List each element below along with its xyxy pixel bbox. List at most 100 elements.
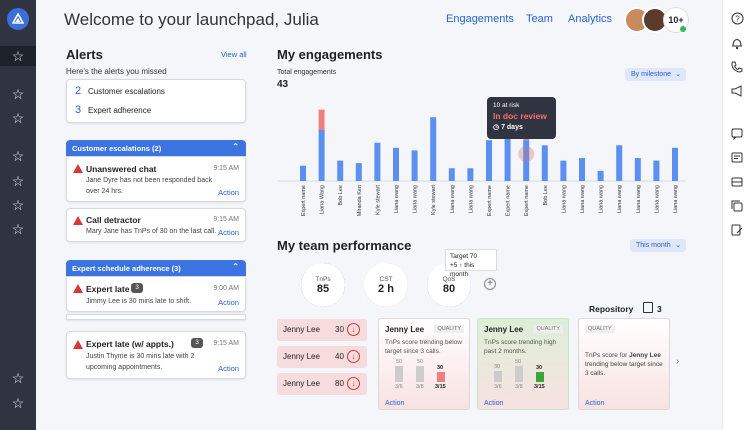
chevron-right-icon[interactable]: › bbox=[676, 356, 680, 367]
bar[interactable] bbox=[504, 130, 511, 181]
add-metric-button[interactable]: + bbox=[484, 278, 496, 290]
bar[interactable] bbox=[634, 158, 641, 181]
bar[interactable] bbox=[616, 145, 623, 181]
view-all-link[interactable]: View all bbox=[221, 50, 247, 59]
bar[interactable] bbox=[653, 160, 660, 181]
bar[interactable] bbox=[672, 147, 678, 181]
star-icon[interactable]: ☆ bbox=[11, 85, 25, 102]
quality-card-name: Jenny Lee bbox=[385, 325, 425, 334]
quality-card-desc: TnPs score trending high past 2 months. bbox=[484, 339, 557, 355]
bar[interactable] bbox=[579, 158, 585, 181]
dropdown-label: This month bbox=[636, 242, 671, 249]
x-tick-label: Kyle stewart bbox=[375, 185, 381, 215]
bell-icon[interactable] bbox=[728, 34, 746, 52]
trend-bar bbox=[494, 371, 502, 382]
alert-card[interactable]: Unanswered chat 9:15 AM Jane Dyre has no… bbox=[66, 156, 246, 202]
summary-count: 3 bbox=[75, 104, 82, 116]
inbox-icon[interactable] bbox=[728, 173, 746, 191]
star-icon[interactable]: ☆ bbox=[11, 196, 25, 213]
x-tick-label: Bob Lee bbox=[338, 185, 344, 206]
edit-note-icon[interactable] bbox=[728, 221, 746, 239]
bar[interactable] bbox=[411, 150, 418, 181]
bar[interactable] bbox=[430, 117, 437, 181]
app-logo-icon[interactable] bbox=[7, 8, 29, 30]
nav-team-link[interactable]: Team bbox=[526, 13, 553, 25]
summary-label[interactable]: Customer escalations bbox=[88, 87, 165, 96]
star-icon[interactable]: ☆ bbox=[11, 394, 25, 411]
tooltip-line1: 10 at risk bbox=[493, 102, 520, 109]
bar[interactable] bbox=[597, 170, 604, 181]
period-dropdown[interactable]: This month ⌄ bbox=[630, 239, 686, 252]
nav-engagements-link[interactable]: Engagements bbox=[446, 13, 514, 25]
metric-cst[interactable]: CST 2 h bbox=[364, 263, 408, 307]
star-icon[interactable]: ☆ bbox=[11, 369, 25, 386]
chat-icon[interactable] bbox=[728, 125, 746, 143]
star-icon[interactable]: ☆ bbox=[11, 147, 25, 164]
trend-bar bbox=[536, 372, 544, 382]
chevron-up-icon[interactable]: ⌃ bbox=[232, 262, 239, 271]
milestone-dropdown[interactable]: By milestone ⌄ bbox=[625, 68, 686, 81]
bar[interactable] bbox=[486, 140, 492, 181]
metric-tnps[interactable]: TnPs 85 bbox=[301, 263, 345, 307]
calendar-icon[interactable] bbox=[643, 302, 653, 313]
team-member-row[interactable]: Jenny Lee 80 ↓ bbox=[277, 373, 367, 395]
bar[interactable] bbox=[374, 142, 381, 181]
phone-icon[interactable] bbox=[728, 58, 746, 76]
alert-card[interactable]: Expert late (w/ appts.) 3 9:15 AM Justin… bbox=[66, 331, 246, 379]
bar-value: 50 bbox=[396, 359, 403, 365]
alert-desc: Jimmy Lee is 30 mins late to shift. bbox=[86, 298, 192, 305]
member-score: 40 bbox=[335, 352, 344, 361]
team-member-row[interactable]: Jenny Lee 40 ↓ bbox=[277, 346, 367, 368]
star-icon[interactable]: ☆ bbox=[11, 220, 25, 237]
star-icon[interactable]: ☆ bbox=[11, 109, 25, 126]
bar[interactable] bbox=[393, 147, 399, 181]
summary-label[interactable]: Expert adherence bbox=[88, 106, 152, 115]
page-title: Welcome to your launchpad, Julia bbox=[64, 10, 319, 29]
bar[interactable] bbox=[300, 165, 306, 181]
target-line2: +5 ↑ this month bbox=[450, 262, 475, 278]
team-member-row[interactable]: Jenny Lee 30 ↓ bbox=[277, 319, 367, 341]
star-icon[interactable]: ☆ bbox=[0, 46, 36, 66]
chevron-up-icon[interactable]: ⌃ bbox=[232, 142, 239, 151]
bar[interactable] bbox=[448, 168, 455, 181]
bar[interactable] bbox=[560, 160, 567, 181]
quality-action-link[interactable]: Action bbox=[385, 400, 405, 407]
expert-adherence-header[interactable]: Expert schedule adherence (3) ⌃ bbox=[66, 260, 246, 276]
group-header-label: Customer escalations (2) bbox=[72, 144, 162, 153]
alert-action-link[interactable]: Action bbox=[218, 188, 239, 197]
bar[interactable] bbox=[318, 130, 325, 181]
alert-action-link[interactable]: Action bbox=[218, 228, 239, 237]
alert-action-link[interactable]: Action bbox=[218, 298, 239, 307]
repository-action-link[interactable]: Action bbox=[585, 400, 605, 407]
member-name: Jenny Lee bbox=[283, 379, 320, 388]
customer-escalations-header[interactable]: Customer escalations (2) ⌃ bbox=[66, 140, 246, 156]
x-tick-label: Kyle stewart bbox=[431, 185, 437, 215]
bar[interactable] bbox=[318, 109, 325, 130]
megaphone-icon[interactable] bbox=[728, 82, 746, 100]
alert-desc: Justin Thyme is 30 mins late with 2 bbox=[86, 353, 195, 360]
group-header-label: Expert schedule adherence (3) bbox=[72, 264, 181, 273]
help-icon[interactable]: ? bbox=[728, 9, 746, 27]
summary-count: 2 bbox=[75, 85, 82, 97]
bar[interactable] bbox=[355, 163, 362, 181]
message-list-icon[interactable] bbox=[728, 149, 746, 167]
bar[interactable] bbox=[541, 145, 548, 181]
nav-analytics-link[interactable]: Analytics bbox=[568, 13, 613, 25]
copy-icon[interactable] bbox=[728, 197, 746, 215]
bar[interactable] bbox=[523, 140, 530, 181]
alert-card[interactable]: Expert late 3 9:00 AM Jimmy Lee is 30 mi… bbox=[66, 276, 246, 312]
repository-card[interactable]: QUALITY TnPs score for Jenny Lee trendin… bbox=[578, 318, 670, 410]
trend-bar bbox=[437, 372, 445, 382]
quality-card[interactable]: Jenny Lee QUALITY TnPs score trending hi… bbox=[477, 318, 569, 410]
alert-card[interactable]: Call detractor 9:15 AM Mary Jane has TnP… bbox=[66, 208, 246, 242]
quality-action-link[interactable]: Action bbox=[484, 400, 504, 407]
repository-desc: TnPs score for Jenny Lee trending below … bbox=[585, 351, 667, 378]
alert-time: 9:00 AM bbox=[213, 285, 239, 292]
more-avatars-badge[interactable]: 10+ bbox=[663, 7, 689, 33]
quality-card[interactable]: Jenny Lee QUALITY TnPs score trending be… bbox=[378, 318, 470, 410]
metric-name: TnPs bbox=[315, 275, 331, 283]
alert-action-link[interactable]: Action bbox=[218, 364, 239, 373]
star-icon[interactable]: ☆ bbox=[11, 172, 25, 189]
bar[interactable] bbox=[337, 160, 344, 181]
bar[interactable] bbox=[467, 168, 474, 181]
